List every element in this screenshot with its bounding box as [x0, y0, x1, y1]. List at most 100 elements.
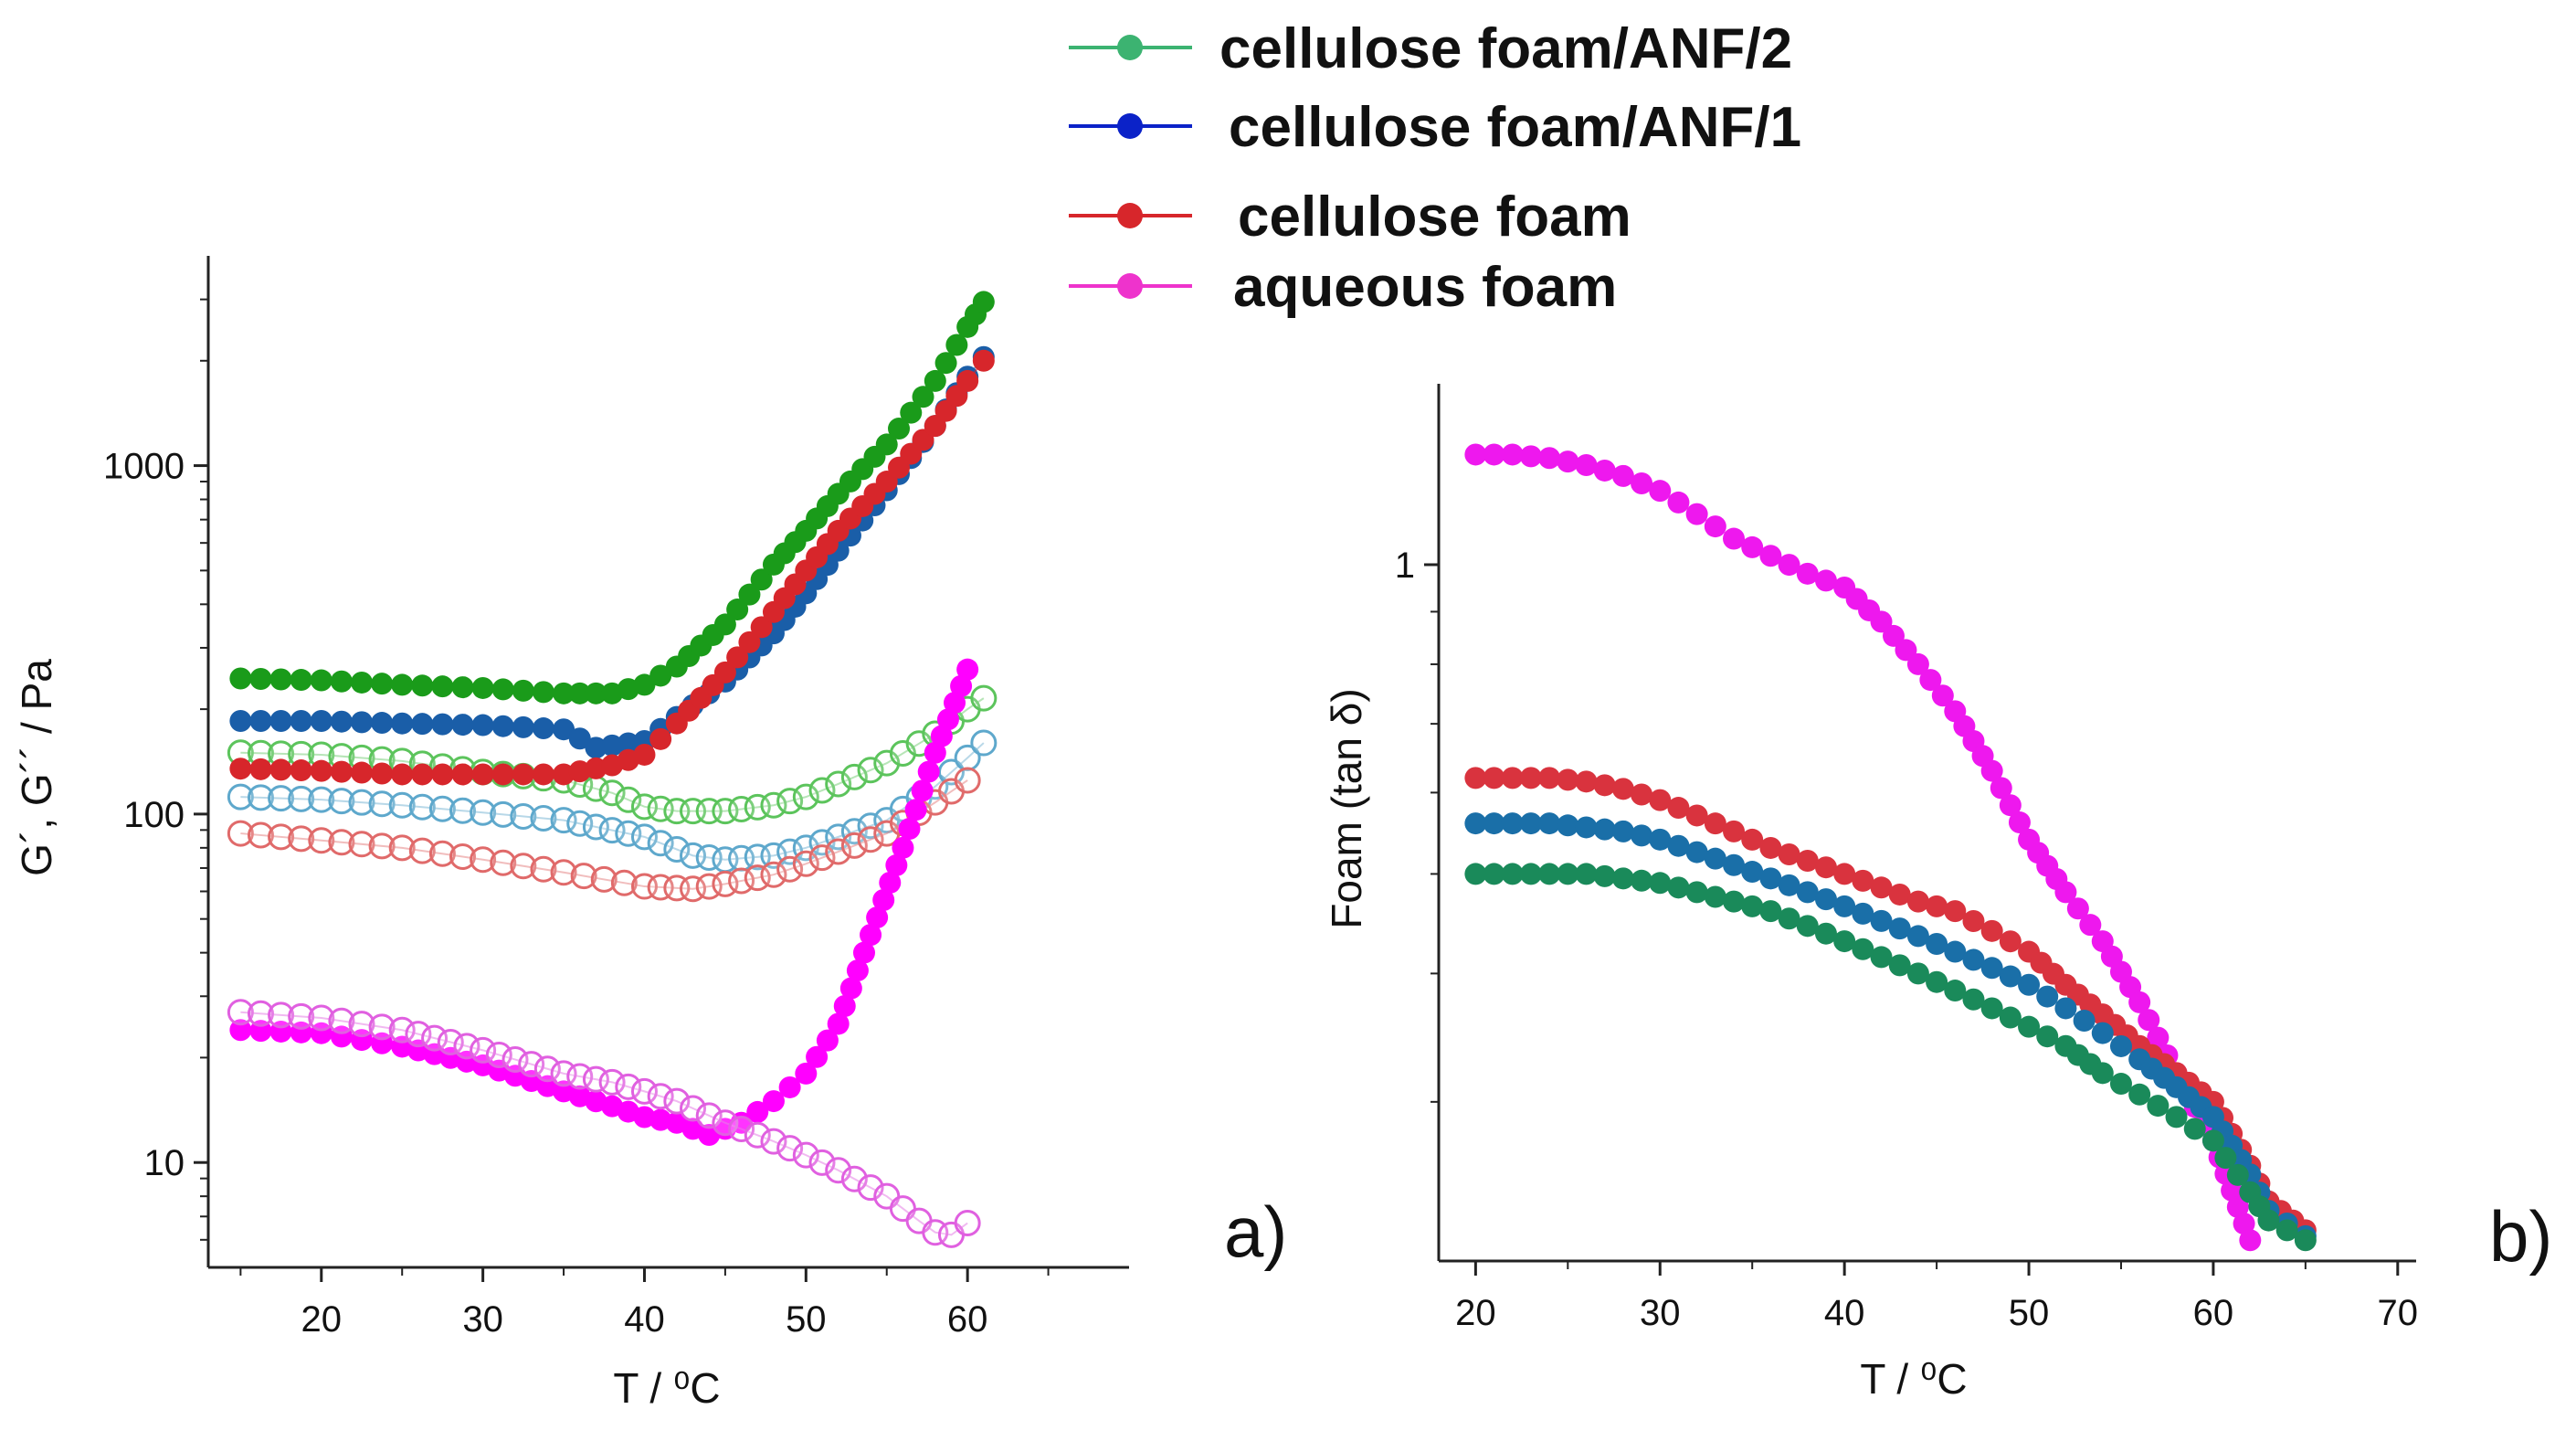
panel-a-data-point	[808, 777, 836, 804]
panel-b-data-point	[1962, 948, 1985, 971]
panel-a-data-point	[371, 712, 394, 735]
panel-a-data-point	[954, 767, 981, 794]
legend-entry: aqueous foam	[1069, 256, 1617, 319]
legend-entry: cellulose foam/ANF/2	[1069, 17, 1792, 80]
panel-b-data-point	[2233, 1213, 2255, 1235]
panel-b-data-point	[2091, 1022, 2114, 1044]
panel-b-data-point	[1575, 770, 1598, 793]
panel-a-data-point	[348, 831, 375, 858]
panel-b-data-point	[1501, 812, 1524, 835]
panel-b-data-point	[1519, 863, 1542, 885]
panel-b-data-point	[1685, 881, 1708, 904]
panel-b-data-point	[1593, 864, 1616, 887]
panel-a-data-point	[411, 674, 434, 697]
panel-a-data-point	[308, 827, 335, 854]
panel-a-data-point	[518, 1051, 545, 1078]
panel-a-x-tick-label: 50	[786, 1299, 827, 1340]
panel-a-data-point	[615, 1073, 642, 1100]
panel-a-data-point	[647, 1083, 674, 1110]
panel-a-data-point	[649, 727, 672, 750]
panel-b-data-point	[1723, 890, 1746, 913]
panel-b-data-point	[1519, 767, 1542, 789]
panel-a-data-point	[269, 710, 292, 733]
panel-b-data-point	[1999, 794, 2022, 817]
panel-a-data-point	[744, 1121, 771, 1149]
panel-b-data-point	[1926, 895, 1948, 917]
panel-a-data-point	[368, 1013, 396, 1041]
panel-a-y-tick-label: 100	[123, 795, 185, 835]
panel-a-data-point	[649, 664, 672, 687]
panel-a-data-point	[308, 786, 335, 813]
panel-b-data-point	[1519, 445, 1542, 468]
panel-b-data-point	[1631, 869, 1653, 892]
panel-a-data-point	[288, 825, 315, 853]
panel-b-data-point	[2036, 1025, 2059, 1048]
panel-a-data-point	[568, 682, 591, 705]
panel-b-data-point	[1557, 814, 1579, 837]
panel-a-data-point	[428, 795, 456, 822]
panel-b-data-point	[1796, 849, 1819, 872]
panel-a-panel-label: a)	[1224, 1192, 1287, 1272]
panel-a-data-point	[633, 743, 656, 766]
panel-b-data-point	[1631, 783, 1653, 806]
panel-b-data-point	[1519, 812, 1542, 835]
panel-a-data-point	[936, 708, 959, 731]
panel-a-data-point	[510, 853, 537, 880]
panel-a-data-point	[825, 838, 852, 865]
panel-a-data-point	[451, 763, 474, 786]
panel-a-data-point	[451, 714, 474, 736]
panel-a-data-point	[892, 836, 914, 859]
panel-b-data-point	[1464, 863, 1487, 885]
panel-a-data-point	[328, 1007, 355, 1034]
panel-b-data-point	[1888, 883, 1911, 906]
panel-b-data-point	[1464, 767, 1487, 789]
panel-a-data-point	[776, 1135, 804, 1162]
panel-b-y-tick-label: 1	[1395, 546, 1415, 586]
panel-b-data-point	[1814, 888, 1837, 911]
panel-a-data-point	[930, 725, 953, 747]
panel-a-data-point	[615, 786, 642, 813]
panel-a-chart: 20 30 40 50 60 10 100 1000 T / ⁰C G´, G´´ / Pa a)	[13, 256, 1287, 1412]
panel-a-data-point	[663, 1087, 691, 1115]
panel-a-data-point	[728, 1116, 755, 1143]
legend-marker	[1117, 113, 1143, 139]
panel-b-data-point	[2275, 1219, 2298, 1242]
panel-b-data-point	[1649, 480, 1672, 503]
panel-b-data-point	[1723, 527, 1746, 550]
panel-a-data-point	[553, 682, 575, 705]
panel-a-data-point	[840, 818, 868, 845]
panel-b-data-point	[1557, 863, 1579, 885]
panel-a-data-point	[411, 713, 434, 736]
panel-a-data-point	[568, 727, 591, 750]
panel-b-data-point	[1906, 652, 1929, 675]
panel-a-data-point	[924, 369, 946, 392]
panel-a-data-point	[950, 674, 973, 697]
panel-b-data-point	[1611, 820, 1634, 842]
panel-b-data-point	[1483, 863, 1505, 885]
panel-b-data-point	[1778, 842, 1800, 865]
panel-b-x-tick-label: 70	[2378, 1293, 2419, 1333]
panel-a-data-point	[726, 599, 749, 621]
panel-b-data-point	[2036, 985, 2059, 1008]
panel-b-data-point	[1759, 900, 1782, 923]
panel-a-data-point	[290, 759, 312, 782]
panel-b-data-point	[1833, 930, 1856, 953]
panel-a-data-point	[330, 670, 353, 693]
panel-b-x-tick-label: 20	[1455, 1293, 1496, 1333]
panel-a-data-point	[227, 999, 254, 1026]
panel-a-y-tick-label: 10	[144, 1143, 185, 1183]
panel-b-data-point	[1611, 778, 1634, 800]
panel-b-data-point	[1919, 669, 1942, 692]
panel-b-data-point	[1759, 545, 1782, 567]
panel-a-data-point	[247, 1000, 274, 1027]
legend-label: cellulose foam	[1238, 185, 1631, 249]
panel-a-data-point	[795, 1062, 818, 1085]
panel-b-data-point	[1980, 957, 2003, 980]
panel-a-data-point	[405, 1021, 432, 1048]
legend-entry: cellulose foam/ANF/1	[1069, 96, 1801, 159]
panel-a-data-point	[680, 1095, 707, 1122]
panel-a-data-point	[970, 729, 998, 757]
panel-b-panel-label: b)	[2489, 1196, 2552, 1277]
panel-a-data-point	[866, 906, 889, 929]
panel-b-data-point	[1778, 554, 1800, 577]
